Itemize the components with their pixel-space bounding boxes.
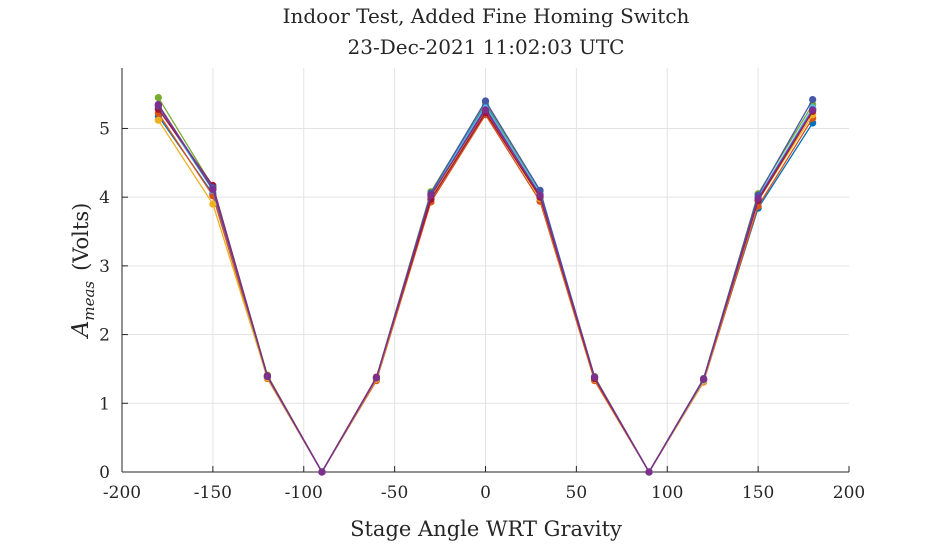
data-point: [481, 106, 490, 114]
x-tick-label: 100: [651, 483, 683, 503]
y-tick-label: 5: [99, 119, 110, 139]
data-point: [645, 468, 653, 476]
axes: [121, 68, 850, 473]
y-tick-label: 0: [99, 463, 110, 483]
data-point: [318, 468, 326, 476]
tick-labels: -200 -150 -100 -50 0 50 100 150 200 0 1 2 3 4 5: [99, 119, 865, 503]
y-axis-title: Ameas (Volts): [68, 203, 98, 340]
data-point: [209, 186, 217, 194]
data-point: [809, 96, 817, 104]
x-tick-label: -50: [381, 483, 408, 503]
data-point: [536, 191, 544, 199]
x-tick-label: -100: [285, 483, 323, 503]
data-point: [263, 372, 271, 381]
grid-lines: [122, 68, 849, 472]
data-point: [372, 374, 381, 382]
x-axis-title: Stage Angle WRT Gravity: [350, 517, 622, 541]
data-point: [590, 373, 599, 381]
data-point: [481, 97, 490, 105]
data-point: [809, 106, 817, 114]
y-tick-label: 3: [99, 257, 110, 277]
x-tick-label: -200: [103, 483, 141, 503]
y-axis-title-unit: (Volts): [69, 203, 93, 271]
data-point: [154, 101, 162, 109]
y-tick-label: 1: [99, 394, 110, 414]
chart-subtitle: 23-Dec-2021 11:02:03 UTC: [348, 35, 625, 59]
data-point: [700, 375, 708, 383]
y-axis-title-sub: meas: [80, 281, 98, 321]
data-point: [154, 93, 162, 102]
data-point: [154, 116, 162, 124]
data-point: [427, 191, 435, 199]
x-tick-label: 200: [833, 483, 865, 503]
chart-title: Indoor Test, Added Fine Homing Switch: [283, 4, 690, 28]
series-lines: [154, 93, 817, 476]
series-9: [154, 101, 817, 476]
y-tick-label: 4: [99, 188, 110, 208]
data-point: [209, 200, 217, 208]
x-tick-label: 0: [480, 483, 491, 503]
x-tick-label: -150: [194, 483, 232, 503]
y-axis-title-main: A: [68, 321, 94, 340]
x-tick-label: 50: [566, 483, 588, 503]
y-tick-label: 2: [99, 326, 110, 346]
x-tick-label: 150: [742, 483, 774, 503]
data-point: [754, 194, 762, 203]
